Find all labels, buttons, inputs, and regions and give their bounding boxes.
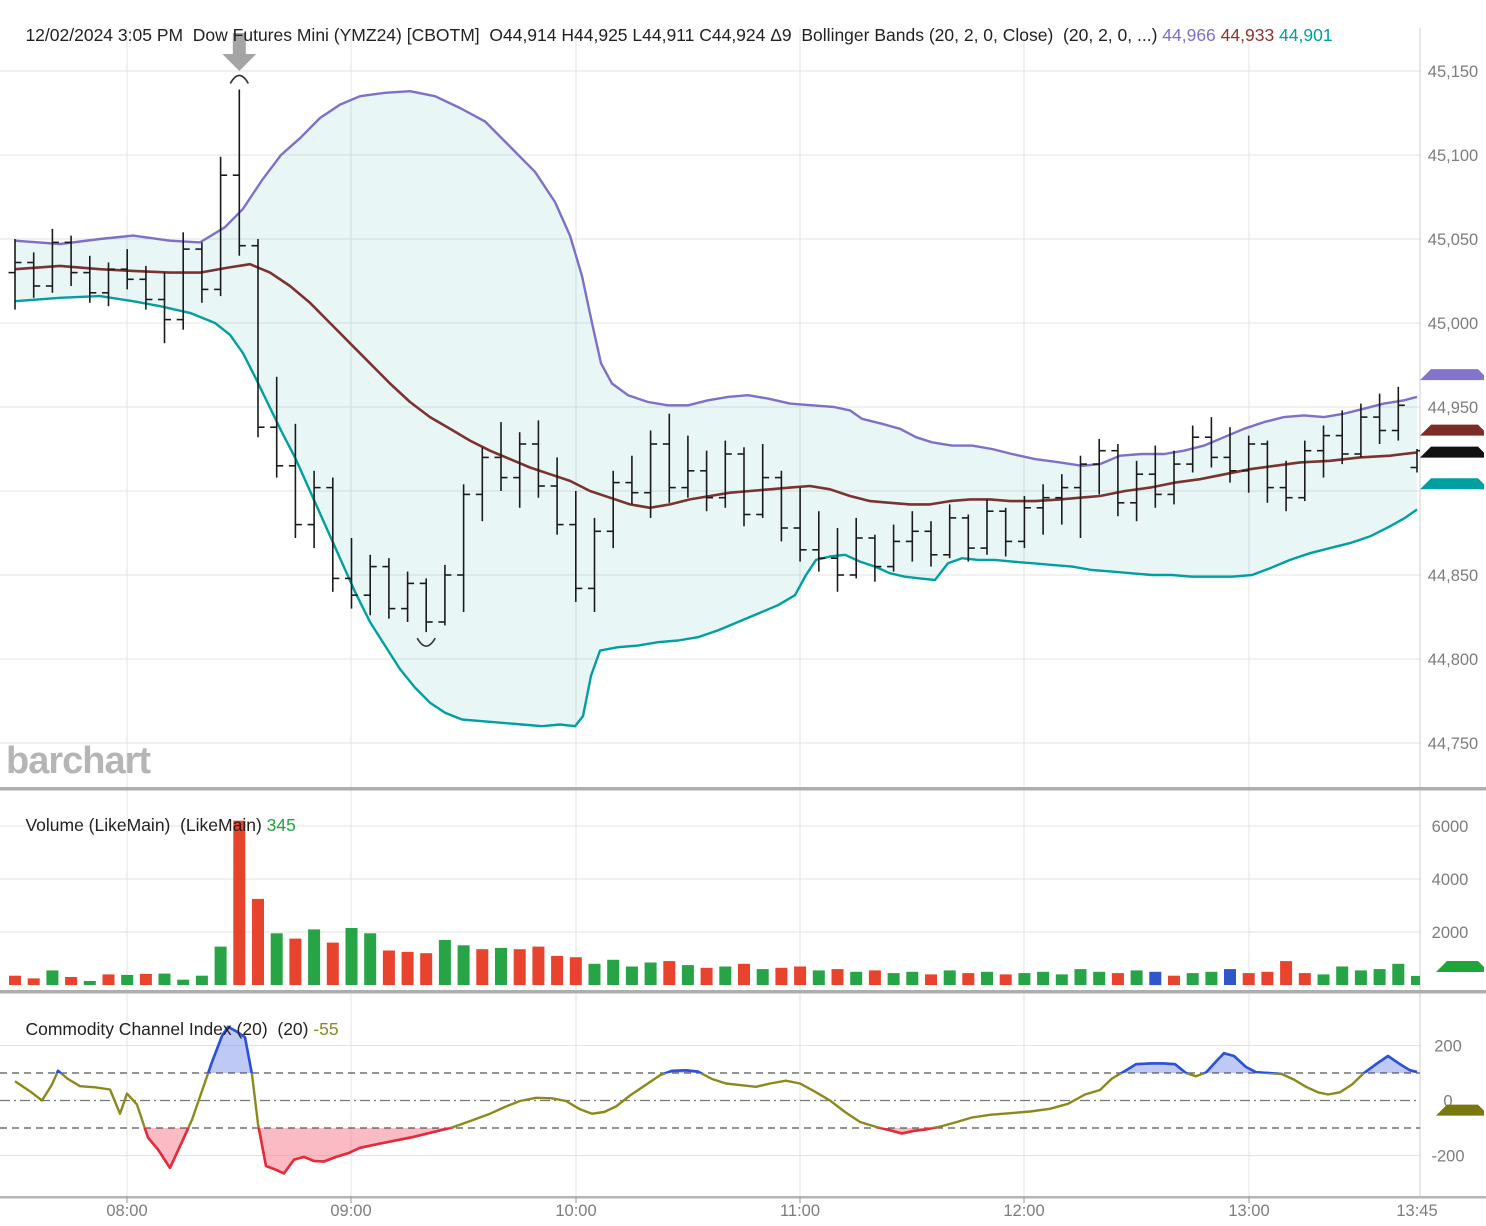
volume-badge: 345 — [1436, 0, 1484, 973]
bb-lower-value: 44,901 — [1279, 25, 1333, 45]
cci-current-value: -55 — [313, 1019, 339, 1039]
svg-text:2000: 2000 — [1432, 924, 1469, 942]
svg-text:0: 0 — [1443, 1093, 1452, 1111]
volume-indicator-label[interactable]: Volume (LikeMain) (LikeMain) — [25, 815, 267, 835]
svg-text:44,950: 44,950 — [1428, 399, 1478, 417]
svg-text:45,050: 45,050 — [1428, 231, 1478, 249]
svg-text:44,933: 44,933 — [1436, 0, 1480, 4]
svg-text:44,750: 44,750 — [1428, 735, 1478, 753]
svg-text:44,924: 44,924 — [1436, 0, 1480, 4]
svg-text:11:00: 11:00 — [780, 1202, 820, 1220]
volume-panel-header: Volume (LikeMain) (LikeMain) 345 — [6, 794, 296, 857]
svg-text:12:00: 12:00 — [1003, 1202, 1044, 1220]
bb-middle-value: 44,933 — [1220, 25, 1280, 45]
svg-text:10:00: 10:00 — [555, 1202, 596, 1220]
svg-text:13:45: 13:45 — [1396, 1202, 1437, 1220]
chart-title: 12/02/2024 3:05 PM Dow Futures Mini (YMZ… — [6, 4, 1333, 67]
svg-text:08:00: 08:00 — [106, 1202, 147, 1220]
svg-text:45,150: 45,150 — [1428, 63, 1478, 81]
price-badge-44933: 44,933 — [1420, 0, 1484, 436]
svg-text:44,800: 44,800 — [1428, 651, 1478, 669]
svg-text:4000: 4000 — [1432, 871, 1469, 889]
volume-bars — [9, 820, 1420, 986]
cci-indicator-label[interactable]: Commodity Channel Index (20) (20) — [25, 1019, 314, 1039]
svg-text:13:00: 13:00 — [1228, 1202, 1269, 1220]
svg-text:44,901: 44,901 — [1436, 0, 1480, 4]
svg-text:345: 345 — [1454, 0, 1478, 4]
barchart-logo: barchart — [6, 740, 151, 782]
svg-text:44,850: 44,850 — [1428, 567, 1478, 585]
svg-text:6000: 6000 — [1432, 818, 1469, 836]
down-arrow-annotation — [222, 33, 257, 71]
bb-upper-value: 44,966 — [1162, 25, 1221, 45]
arc-bottom-marker — [416, 637, 436, 647]
svg-text:200: 200 — [1434, 1038, 1462, 1056]
volume-current-value: 345 — [266, 815, 296, 835]
svg-text:09:00: 09:00 — [330, 1202, 371, 1220]
ohlc-summary: 12/02/2024 3:05 PM Dow Futures Mini (YMZ… — [25, 25, 1163, 45]
price-badge-44924: 44,924 — [1420, 0, 1484, 458]
svg-text:-55: -55 — [1456, 0, 1477, 4]
price-badge-44901: 44,901 — [1420, 0, 1484, 490]
cci-panel-header: Commodity Channel Index (20) (20) -55 — [6, 998, 339, 1061]
price-badge-44966: 44,966 — [1420, 0, 1484, 381]
arc-top-marker — [229, 74, 249, 84]
svg-text:44,966: 44,966 — [1436, 0, 1480, 4]
svg-text:45,000: 45,000 — [1428, 315, 1478, 333]
cci-badge: -55 — [1436, 0, 1484, 1116]
svg-text:45,100: 45,100 — [1428, 147, 1478, 165]
svg-text:-200: -200 — [1431, 1148, 1464, 1166]
